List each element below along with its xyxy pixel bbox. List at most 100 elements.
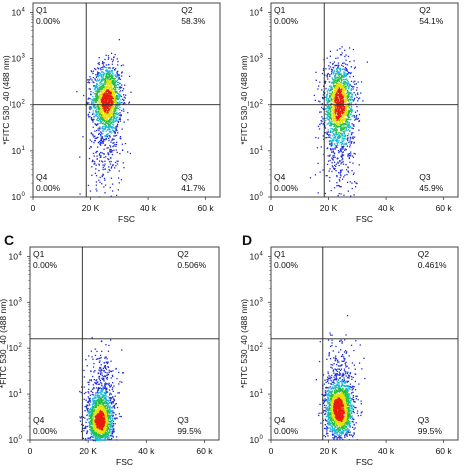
event-dot xyxy=(87,381,89,384)
event-dot xyxy=(93,136,95,138)
event-dot xyxy=(102,401,104,403)
event-dot xyxy=(341,85,343,88)
event-dot xyxy=(337,161,339,163)
event-dot xyxy=(344,86,346,89)
event-dot xyxy=(331,121,333,123)
event-dot xyxy=(108,369,110,372)
event-dot xyxy=(98,105,101,107)
quadrant-name-q2: Q2 xyxy=(181,5,193,15)
event-dot xyxy=(352,162,354,164)
event-dot xyxy=(339,54,342,56)
y-tick-label: 10 xyxy=(12,100,22,110)
event-dot xyxy=(344,130,346,132)
event-dot xyxy=(79,416,81,418)
event-dot xyxy=(98,403,100,405)
event-dot xyxy=(107,105,110,107)
event-dot xyxy=(94,139,96,142)
event-dot xyxy=(345,72,347,74)
event-dot xyxy=(99,142,102,144)
event-dot xyxy=(96,150,98,152)
event-dot xyxy=(87,437,90,439)
event-dot xyxy=(96,115,98,117)
event-dot xyxy=(116,151,118,154)
event-dot xyxy=(340,90,342,93)
event-dot xyxy=(340,141,343,143)
event-dot xyxy=(104,430,106,432)
event-dot xyxy=(109,116,111,118)
event-dot xyxy=(88,79,90,81)
event-dot xyxy=(347,92,349,94)
event-dot xyxy=(346,103,349,105)
event-dot xyxy=(115,97,117,99)
event-dot xyxy=(116,130,118,132)
event-dot xyxy=(105,435,107,437)
event-dot xyxy=(104,393,107,395)
event-dot xyxy=(333,92,336,94)
event-dot xyxy=(346,145,348,147)
event-dot xyxy=(328,119,330,121)
event-dot xyxy=(328,108,330,110)
event-dot xyxy=(338,82,340,85)
event-dot xyxy=(105,400,107,402)
event-dot xyxy=(109,148,111,151)
event-dot xyxy=(104,386,106,388)
event-dot xyxy=(92,384,94,386)
event-dot xyxy=(111,183,114,185)
event-dot xyxy=(353,194,355,196)
event-dot xyxy=(347,91,349,93)
event-dot xyxy=(84,406,86,408)
event-dot xyxy=(111,77,113,79)
event-dot xyxy=(101,435,103,437)
event-dot xyxy=(309,177,312,179)
event-dot xyxy=(104,405,106,407)
event-dot xyxy=(112,118,115,120)
event-dot xyxy=(85,359,87,361)
event-dot xyxy=(117,83,119,86)
event-dot xyxy=(105,428,107,430)
event-dot xyxy=(340,88,343,90)
event-dot xyxy=(106,86,109,88)
event-dot xyxy=(108,389,111,391)
event-dot xyxy=(347,99,349,101)
event-dot xyxy=(107,129,109,131)
event-dot xyxy=(104,394,106,396)
y-tick-label: 10 xyxy=(12,146,22,156)
event-dot xyxy=(110,370,113,373)
event-dot xyxy=(83,386,85,388)
event-dot xyxy=(98,169,100,172)
event-dot xyxy=(335,91,337,93)
event-dot xyxy=(334,98,336,100)
event-dot xyxy=(103,427,105,429)
event-dot xyxy=(105,96,107,98)
event-dot xyxy=(338,97,340,99)
event-dot xyxy=(118,77,120,79)
event-dot xyxy=(339,94,342,96)
event-dot xyxy=(116,58,118,60)
event-dot xyxy=(338,111,340,113)
event-dot xyxy=(105,391,107,394)
event-dot xyxy=(89,76,91,78)
event-dot xyxy=(95,403,97,405)
event-dot xyxy=(322,169,324,171)
event-dot xyxy=(101,96,103,98)
event-dot xyxy=(110,130,112,133)
event-dot xyxy=(330,90,332,92)
event-dot xyxy=(112,81,115,83)
event-dot xyxy=(347,116,349,119)
event-dot xyxy=(107,81,109,83)
event-dot xyxy=(109,96,111,98)
event-dot xyxy=(98,63,100,66)
event-dot xyxy=(119,82,121,85)
event-dot xyxy=(102,404,104,406)
event-dot xyxy=(340,96,342,98)
event-dot xyxy=(115,107,117,110)
event-dot xyxy=(349,155,351,157)
event-dot xyxy=(98,399,100,402)
event-dot xyxy=(343,118,345,120)
event-dot xyxy=(337,118,340,120)
event-dot xyxy=(95,99,97,101)
event-dot xyxy=(346,173,348,176)
event-dot xyxy=(106,79,108,82)
event-dot xyxy=(336,105,339,107)
event-dot xyxy=(334,105,336,107)
